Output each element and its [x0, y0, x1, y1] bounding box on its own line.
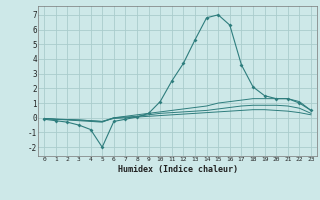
X-axis label: Humidex (Indice chaleur): Humidex (Indice chaleur) [118, 165, 238, 174]
